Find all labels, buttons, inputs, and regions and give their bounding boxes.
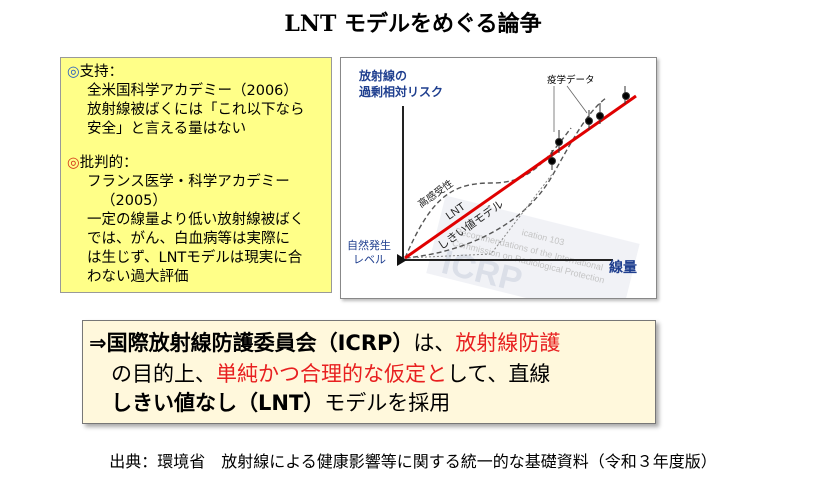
- y-axis-label-2: 過剰相対リスク: [358, 84, 443, 99]
- critical-heading: ◎批判的：: [67, 155, 138, 171]
- opinion-box: ◎支持： 全米国科学アカデミー（2006） 放射線被ばくには「これ以下なら 安全…: [60, 57, 332, 293]
- chart-svg: Recommendations of the International Com…: [347, 68, 640, 298]
- origin-marker: [397, 254, 407, 266]
- page-title: LNT モデルをめぐる論争: [284, 11, 542, 37]
- x-axis-label: 線量: [609, 259, 637, 275]
- y-axis-label-1: 放射線の: [358, 68, 407, 83]
- critical-bullet-icon: ◎: [67, 155, 80, 171]
- epi-data-points: [548, 85, 630, 170]
- critical-line: わない過大評価: [87, 269, 189, 285]
- origin-label-2: レベル: [353, 254, 386, 266]
- critical-line: では、がん、白血病等は実際に: [87, 231, 290, 247]
- threshold-curve: [404, 97, 607, 259]
- critical-line: は生じず、LNTモデルは現実に合: [87, 250, 303, 266]
- dose-response-chart: Recommendations of the International Com…: [340, 57, 657, 299]
- origin-label-1: 自然発生: [347, 238, 391, 252]
- support-bullet-icon: ◎: [67, 64, 80, 80]
- critical-line: 一定の線量より低い放射線被ばく: [87, 212, 305, 228]
- lnt-line: [404, 94, 637, 260]
- critical-line: フランス医学・科学アカデミー: [87, 174, 290, 190]
- support-line: 安全」と言える量はない: [87, 121, 247, 137]
- arrow-icon: ⇒: [89, 331, 107, 355]
- conclusion-box: ⇒国際放射線防護委員会（ICRP）は、放射線防護 の目的上、単純かつ合理的な仮定…: [82, 320, 656, 424]
- conclusion-line-3: しきい値なし（LNT）モデルを採用: [111, 391, 451, 415]
- conclusion-line-2: の目的上、単純かつ合理的な仮定として、直線: [111, 362, 551, 386]
- conclusion-line-1: ⇒国際放射線防護委員会（ICRP）は、放射線防護: [89, 331, 561, 355]
- source-citation: 出典：環境省 放射線による健康影響等に関する統一的な基礎資料（令和３年度版）: [109, 452, 717, 471]
- support-line: 放射線被ばくには「これ以下なら: [87, 102, 305, 118]
- icrp-watermark: Recommendations of the International Com…: [426, 195, 640, 298]
- threshold-variant-curve: [404, 172, 554, 259]
- critical-line: （2005）: [101, 193, 167, 209]
- support-line: 全米国科学アカデミー（2006）: [87, 83, 298, 99]
- epi-data-label: 疫学データ: [547, 74, 595, 86]
- support-heading: ◎支持：: [67, 64, 124, 80]
